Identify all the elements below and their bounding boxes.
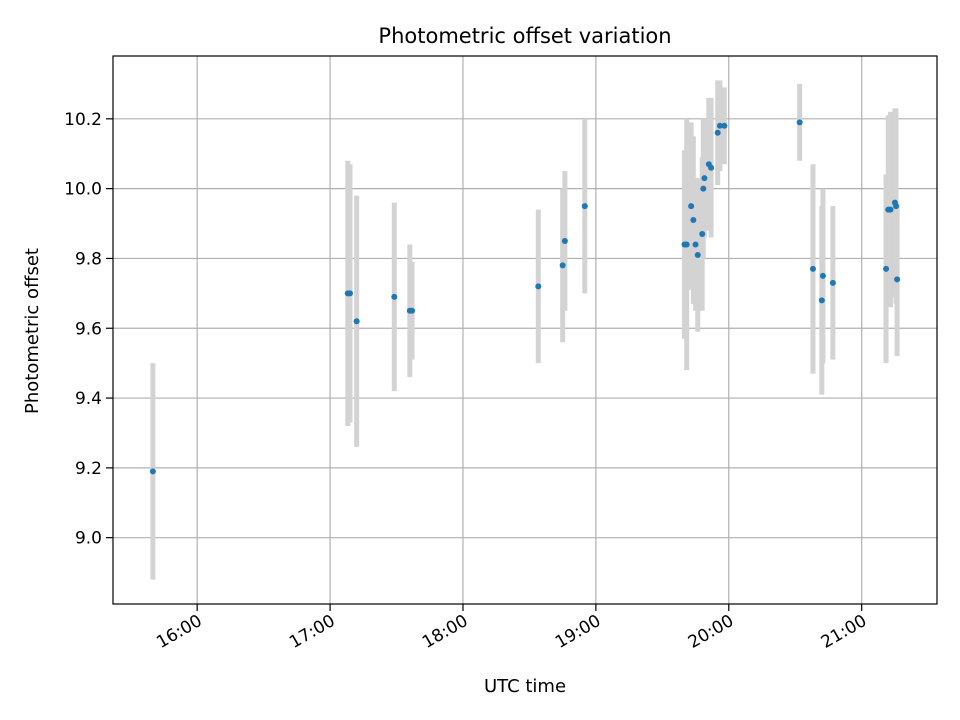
data-point <box>559 262 566 269</box>
data-point <box>714 129 721 136</box>
data-point <box>581 203 588 210</box>
data-point <box>796 119 803 126</box>
x-axis-label: UTC time <box>484 676 566 697</box>
data-point <box>391 293 398 300</box>
data-point <box>894 276 901 283</box>
y-tick-label: 10.0 <box>64 180 102 200</box>
chart-title: Photometric offset variation <box>378 24 671 48</box>
data-point <box>149 468 156 475</box>
data-point <box>688 203 695 210</box>
data-point <box>692 241 699 248</box>
data-points <box>149 119 901 475</box>
data-point <box>818 297 825 304</box>
data-point <box>700 185 707 192</box>
data-point <box>809 265 816 272</box>
y-tick-label: 9.2 <box>75 459 102 479</box>
y-tick-label: 9.6 <box>75 319 102 339</box>
data-point <box>819 272 826 279</box>
y-tick-label: 9.4 <box>75 389 102 409</box>
data-point <box>535 283 542 290</box>
data-point <box>883 265 890 272</box>
y-tick-label: 10.2 <box>64 110 102 130</box>
plot-frame <box>112 55 938 605</box>
data-point <box>409 307 416 314</box>
data-point <box>887 206 894 213</box>
data-point <box>721 122 728 129</box>
y-axis-ticks: 9.0 9.2 9.4 9.6 9.8 10.0 10.2 <box>64 110 113 549</box>
data-point <box>893 203 900 210</box>
y-axis-label: Photometric offset <box>22 248 43 414</box>
data-point <box>683 241 690 248</box>
data-point <box>347 290 354 297</box>
data-point <box>561 237 568 244</box>
y-tick-label: 9.8 <box>75 249 102 269</box>
y-tick-label: 9.0 <box>75 529 102 549</box>
data-point <box>694 251 701 258</box>
data-point <box>708 164 715 171</box>
data-point <box>690 217 697 224</box>
data-point <box>701 175 708 182</box>
data-point <box>829 279 836 286</box>
data-point <box>699 231 706 238</box>
data-point <box>353 318 360 325</box>
data-point <box>716 122 723 129</box>
